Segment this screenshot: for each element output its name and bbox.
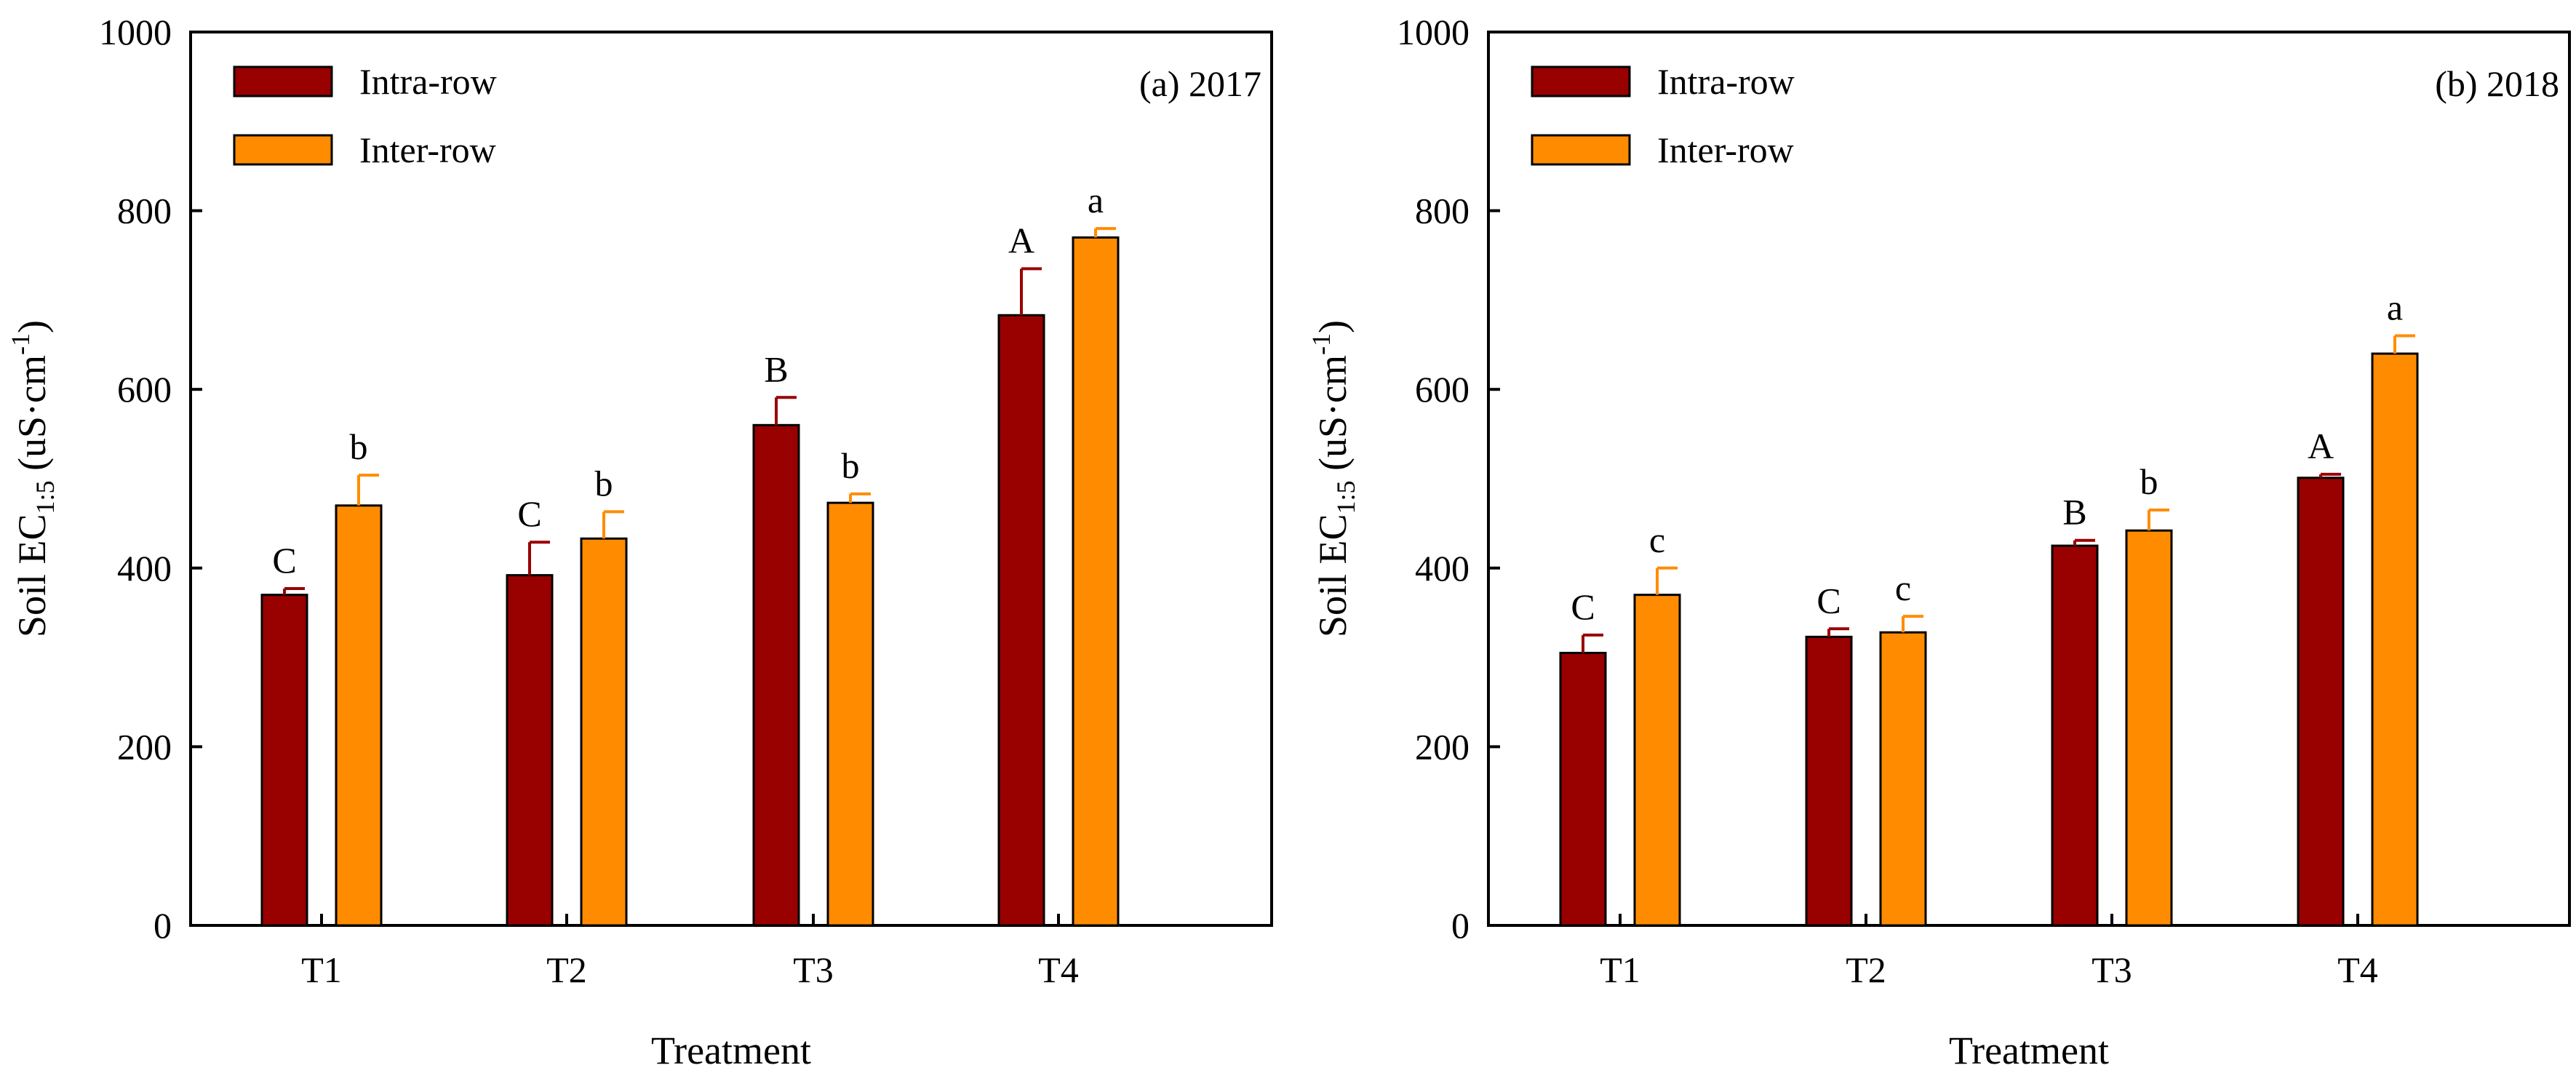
significance-letter: A — [1008, 220, 1034, 260]
bar-inter-T1 — [335, 504, 383, 927]
significance-letter: B — [2062, 492, 2086, 533]
bar-inter-T1 — [1633, 594, 1681, 927]
x-tick-label: T2 — [546, 949, 587, 990]
legend-swatch — [1531, 65, 1631, 97]
legend-swatch — [233, 65, 333, 97]
x-tick-label: T4 — [1038, 949, 1079, 990]
y-title-unit: (uS·cm — [1311, 355, 1355, 480]
bar-inter-T3 — [826, 501, 874, 927]
bar-inter-T3 — [2125, 529, 2173, 927]
y-tick-label: 800 — [1415, 191, 1470, 231]
x-tick-label: T1 — [301, 949, 342, 990]
y-title-unit: (uS·cm — [10, 355, 54, 480]
chart-panel-2: 0 200 400 600 800 1000 T1 T2 T3 T4 C C B Ac c b a Intra-r… — [1307, 12, 2571, 1072]
bar-inter-T2 — [1879, 631, 1927, 927]
significance-letter: a — [1088, 180, 1104, 220]
y-tick-label: 400 — [117, 548, 172, 589]
significance-letter: c — [1649, 519, 1665, 560]
bar-intra-T2 — [506, 574, 554, 927]
bar-intra-T3 — [2051, 544, 2099, 927]
significance-letter: C — [272, 540, 296, 581]
significance-letter: C — [517, 493, 541, 534]
chart-panel-1: 0 200 400 600 800 1000 T1 T2 T3 T4 C C B Ab b b a Intra-r… — [6, 12, 1273, 1072]
y-title-main: Soil EC — [10, 514, 54, 637]
significance-letter: c — [1895, 567, 1911, 608]
y-tick-label: 200 — [117, 726, 172, 767]
bar-inter-T4 — [2371, 352, 2419, 927]
bar-inter-T4 — [1072, 236, 1120, 927]
y-title-superscript: -1 — [6, 333, 35, 355]
y-tick-label: 600 — [117, 369, 172, 410]
significance-letter: A — [2308, 426, 2334, 466]
bar-inter-T2 — [580, 537, 628, 927]
y-tick-label: 0 — [153, 905, 172, 946]
legend-label: Intra-row — [359, 61, 497, 102]
y-title-superscript: -1 — [1307, 333, 1336, 355]
y-title-subscript: 1:5 — [31, 480, 60, 514]
y-title-main: Soil EC — [1311, 514, 1355, 637]
significance-letter: C — [1571, 586, 1595, 627]
bar-intra-T3 — [752, 423, 800, 927]
bar-intra-T4 — [2297, 477, 2345, 927]
x-tick-label: T4 — [2337, 949, 2378, 990]
x-axis-title: Treatment — [1949, 1029, 2109, 1072]
legend-label: Inter-row — [1657, 129, 1794, 170]
significance-letter: b — [842, 445, 860, 486]
legend-swatch — [1531, 134, 1631, 166]
y-tick-label: 200 — [1415, 726, 1470, 767]
significance-letter: b — [350, 426, 368, 467]
bar-intra-T2 — [1805, 635, 1853, 927]
y-tick-label: 0 — [1451, 905, 1470, 946]
x-tick-label: T2 — [1846, 949, 1886, 990]
y-tick-label: 600 — [1415, 369, 1470, 410]
y-title-unit-end: ) — [1311, 320, 1355, 333]
y-tick-label: 400 — [1415, 548, 1470, 589]
x-tick-label: T3 — [793, 949, 834, 990]
significance-letter: b — [595, 463, 613, 503]
bar-intra-T4 — [997, 314, 1045, 927]
x-tick-label: T1 — [1600, 949, 1640, 990]
legend-label: Inter-row — [359, 129, 496, 170]
significance-letter: b — [2140, 461, 2158, 502]
y-axis-title: Soil EC1:5 (uS·cm-1) — [6, 320, 60, 637]
significance-letter: C — [1817, 580, 1841, 621]
y-tick-label: 1000 — [99, 12, 172, 52]
plot-frame — [1487, 31, 2571, 927]
y-tick-label: 1000 — [1397, 12, 1470, 52]
panel-label: (b) 2018 — [2435, 63, 2559, 104]
bar-intra-T1 — [260, 594, 308, 927]
x-tick-label: T3 — [2091, 949, 2132, 990]
bar-intra-T1 — [1559, 651, 1607, 927]
x-axis-title: Treatment — [651, 1029, 811, 1072]
legend-label: Intra-row — [1657, 61, 1795, 102]
panel-label: (a) 2017 — [1139, 63, 1261, 104]
y-title-subscript: 1:5 — [1331, 480, 1360, 514]
y-axis-title: Soil EC1:5 (uS·cm-1) — [1307, 320, 1360, 637]
y-title-unit-end: ) — [10, 320, 54, 333]
plot-frame — [189, 31, 1273, 927]
significance-letter: B — [764, 348, 788, 389]
significance-letter: a — [2387, 287, 2403, 328]
legend-swatch — [233, 134, 333, 166]
y-tick-label: 800 — [117, 191, 172, 231]
